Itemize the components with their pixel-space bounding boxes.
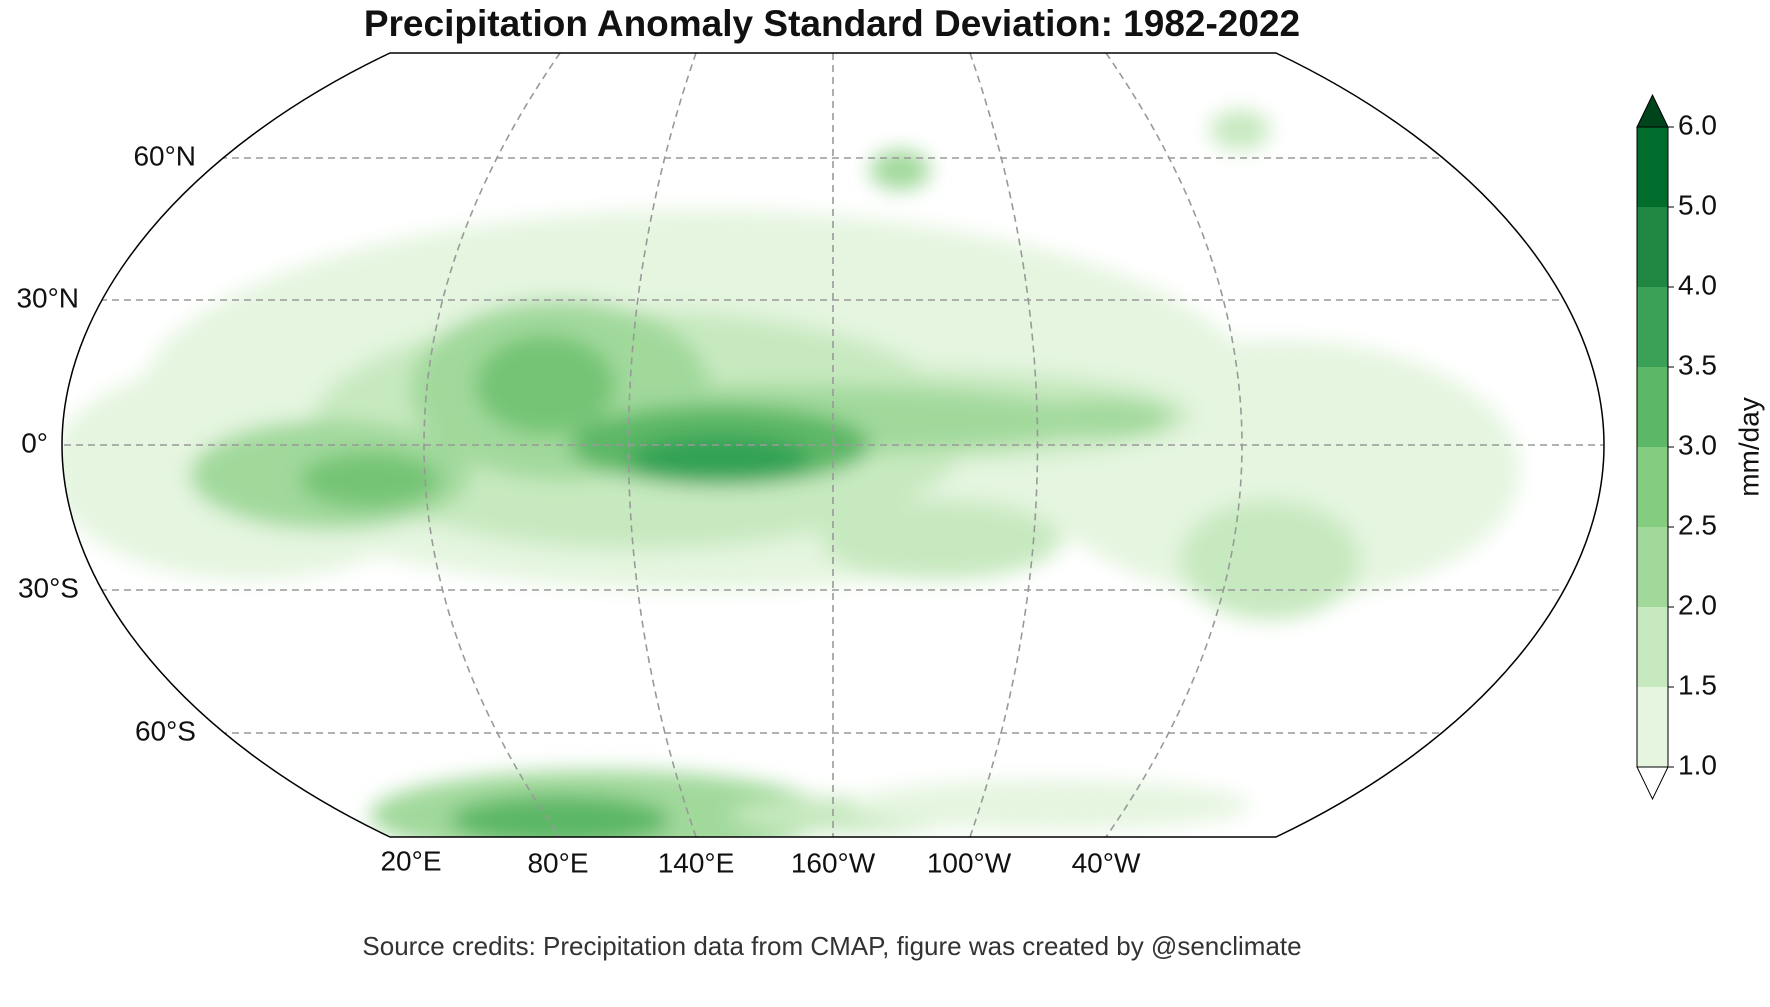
meridian [627, 53, 697, 837]
colorbar-band [1637, 127, 1668, 207]
colorbar-tick-label: 3.0 [1678, 429, 1717, 460]
lat-label: 0° [21, 427, 48, 458]
lon-label: 20°E [380, 845, 441, 876]
colorbar-band [1637, 607, 1668, 687]
colorbar-band [1637, 447, 1668, 527]
lon-labels: 20°E 80°E 140°E 160°W 100°W 40°W [380, 845, 1140, 878]
map-outline [61, 52, 1605, 838]
meridian [423, 53, 561, 837]
colorbar-over [1636, 93, 1669, 128]
colorbar-tick-label: 1.0 [1678, 749, 1717, 780]
lon-label: 80°E [527, 847, 588, 878]
meridian [969, 53, 1039, 837]
lat-label: 30°N [16, 282, 79, 313]
colorbar-tick-label: 1.5 [1678, 669, 1717, 700]
colorbar-band [1637, 687, 1668, 767]
colorbar-band [1637, 367, 1668, 447]
meridian [1105, 53, 1243, 837]
colorbar-tick-label: 2.0 [1678, 589, 1717, 620]
lon-label: 160°W [791, 847, 876, 878]
lat-labels: 60°N 30°N 0° 30°S 60°S [16, 140, 196, 746]
graticule [62, 53, 1604, 837]
colorbar-tick-label: 4.0 [1678, 269, 1717, 300]
colorbar-under [1636, 766, 1669, 801]
precip-field [62, 110, 1520, 837]
colorbar-tick-label: 5.0 [1678, 189, 1717, 220]
lon-label: 100°W [927, 847, 1012, 878]
colorbar-label: mm/day [1733, 397, 1764, 497]
lat-label: 60°S [135, 715, 196, 746]
lon-label: 140°E [658, 847, 735, 878]
lat-label: 30°S [18, 572, 79, 603]
lat-label: 60°N [133, 140, 196, 171]
colorbar-band [1637, 207, 1668, 287]
colorbar-band [1637, 287, 1668, 367]
title: Precipitation Anomaly Standard Deviation… [364, 3, 1300, 44]
credit: Source credits: Precipitation data from … [362, 931, 1301, 961]
colorbar-tick-label: 2.5 [1678, 509, 1717, 540]
lon-label: 40°W [1072, 847, 1141, 878]
colorbar-tick-label: 6.0 [1678, 109, 1717, 140]
colorbar-tick-label: 3.5 [1678, 349, 1717, 380]
colorbar: 1.0 1.5 2.0 2.5 3.0 3.5 4.0 5.0 6.0 [1636, 93, 1717, 801]
colorbar-band [1637, 527, 1668, 607]
